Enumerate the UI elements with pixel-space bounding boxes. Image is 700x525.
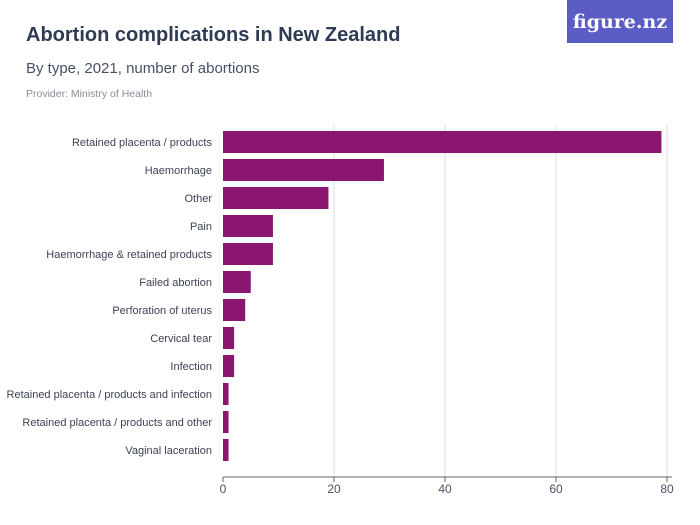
bar	[223, 383, 229, 405]
bar	[223, 159, 384, 181]
category-label: Cervical tear	[150, 333, 212, 345]
bar	[223, 411, 229, 433]
bar	[223, 271, 251, 293]
category-label: Vaginal laceration	[125, 445, 212, 457]
category-label: Retained placenta / products and other	[22, 417, 212, 429]
figure-nz-logo[interactable]: figure.nz	[567, 0, 673, 43]
x-tick-label: 60	[549, 482, 563, 496]
bar	[223, 439, 229, 461]
x-tick-label: 20	[327, 482, 341, 496]
chart-subtitle: By type, 2021, number of abortions	[26, 60, 260, 77]
bar	[223, 215, 273, 237]
provider-label: Provider: Ministry of Health	[26, 88, 153, 100]
bar	[223, 299, 246, 321]
bar	[223, 327, 235, 349]
category-label: Failed abortion	[139, 277, 212, 289]
x-tick-label: 80	[660, 482, 674, 496]
category-label: Perforation of uterus	[112, 305, 212, 317]
x-tick-label: 40	[438, 482, 452, 496]
category-label: Infection	[170, 361, 212, 373]
bar	[223, 355, 235, 377]
category-label: Retained placenta / products	[72, 137, 213, 149]
x-tick-label: 0	[220, 482, 227, 496]
chart-title: Abortion complications in New Zealand	[26, 24, 401, 46]
bar	[223, 131, 662, 153]
category-label: Haemorrhage & retained products	[46, 249, 212, 261]
category-label: Haemorrhage	[145, 165, 212, 177]
category-label: Pain	[190, 221, 212, 233]
bar	[223, 243, 273, 265]
category-label: Retained placenta / products and infecti…	[7, 389, 212, 401]
category-label: Other	[184, 193, 212, 205]
bar	[223, 187, 329, 209]
